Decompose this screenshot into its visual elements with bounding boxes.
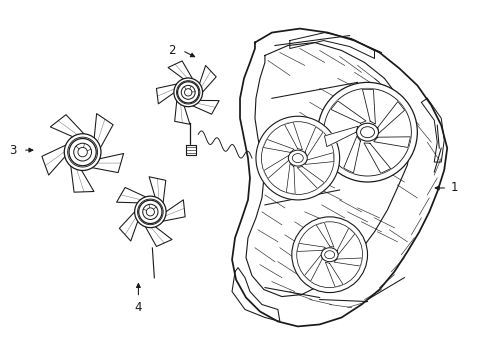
Polygon shape xyxy=(174,96,190,124)
Polygon shape xyxy=(264,156,289,179)
Polygon shape xyxy=(325,262,343,287)
Polygon shape xyxy=(324,126,358,147)
Circle shape xyxy=(143,204,158,220)
Polygon shape xyxy=(297,167,324,189)
Polygon shape xyxy=(305,153,334,165)
Circle shape xyxy=(138,199,163,225)
Polygon shape xyxy=(149,177,166,208)
Polygon shape xyxy=(304,255,322,282)
Polygon shape xyxy=(286,164,295,194)
Circle shape xyxy=(147,208,154,216)
Polygon shape xyxy=(305,127,323,157)
Circle shape xyxy=(177,82,199,103)
Polygon shape xyxy=(363,89,375,124)
Circle shape xyxy=(318,82,417,182)
Polygon shape xyxy=(331,101,366,123)
Circle shape xyxy=(185,89,192,96)
Polygon shape xyxy=(86,153,123,172)
Polygon shape xyxy=(198,66,216,96)
Polygon shape xyxy=(186,145,196,155)
Polygon shape xyxy=(117,188,150,203)
Polygon shape xyxy=(42,143,72,175)
Polygon shape xyxy=(316,222,334,247)
Circle shape xyxy=(292,217,368,293)
Polygon shape xyxy=(337,228,355,255)
Circle shape xyxy=(139,200,162,224)
Text: 1: 1 xyxy=(450,181,458,194)
Polygon shape xyxy=(50,115,88,139)
Text: 2: 2 xyxy=(169,44,176,57)
Polygon shape xyxy=(188,100,219,114)
Polygon shape xyxy=(364,143,391,173)
Circle shape xyxy=(68,137,98,167)
Ellipse shape xyxy=(361,127,374,138)
Polygon shape xyxy=(120,208,139,241)
Text: 3: 3 xyxy=(9,144,17,157)
Polygon shape xyxy=(343,136,360,173)
Polygon shape xyxy=(143,222,172,247)
Ellipse shape xyxy=(293,154,303,163)
Text: 4: 4 xyxy=(135,301,142,314)
Ellipse shape xyxy=(321,248,338,262)
Polygon shape xyxy=(285,122,302,150)
Polygon shape xyxy=(158,200,185,222)
Polygon shape xyxy=(334,258,362,266)
Circle shape xyxy=(135,196,166,228)
Polygon shape xyxy=(378,102,405,133)
Polygon shape xyxy=(263,139,294,152)
Circle shape xyxy=(74,143,92,161)
Polygon shape xyxy=(94,114,113,153)
Circle shape xyxy=(176,81,200,104)
Circle shape xyxy=(174,78,202,107)
Circle shape xyxy=(69,139,96,166)
Polygon shape xyxy=(70,160,94,192)
Circle shape xyxy=(78,147,87,157)
Ellipse shape xyxy=(288,150,307,166)
Ellipse shape xyxy=(325,251,335,259)
Polygon shape xyxy=(168,61,195,83)
Polygon shape xyxy=(156,83,181,104)
Circle shape xyxy=(181,85,195,99)
Polygon shape xyxy=(297,243,325,252)
Polygon shape xyxy=(374,137,411,148)
Circle shape xyxy=(256,116,340,200)
Ellipse shape xyxy=(357,123,378,141)
Circle shape xyxy=(64,134,101,171)
